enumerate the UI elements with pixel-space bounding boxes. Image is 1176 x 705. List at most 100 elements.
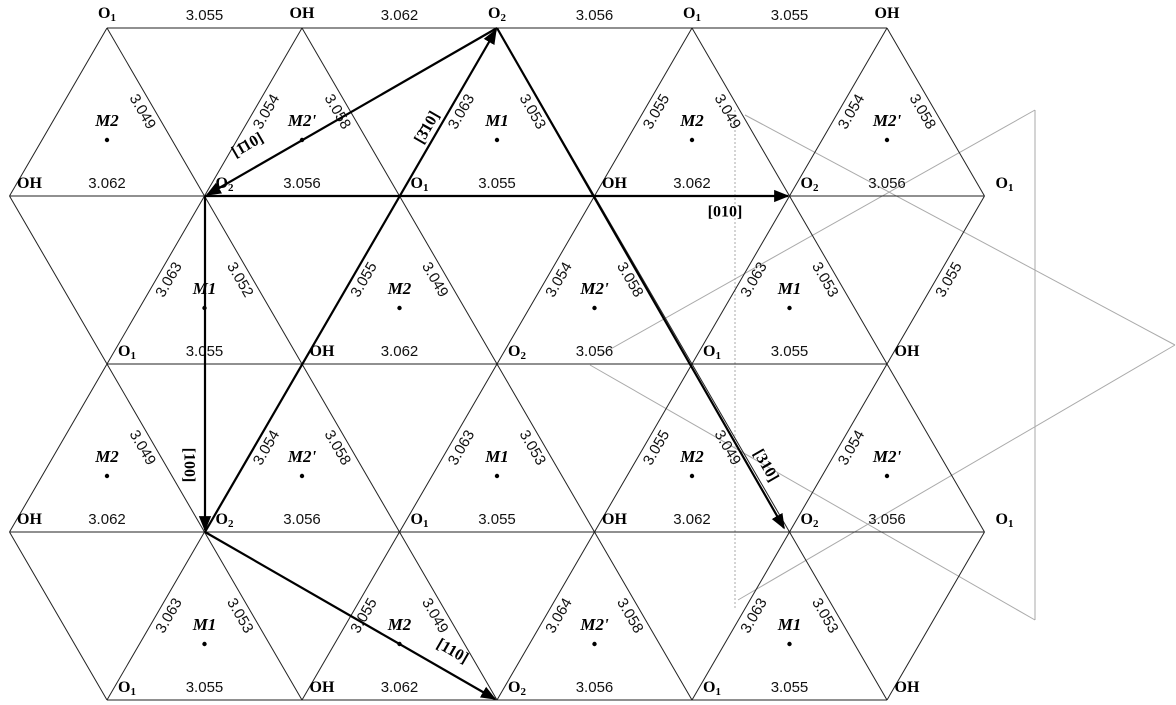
site-label: M2 <box>679 111 704 130</box>
lattice-edge <box>691 363 790 533</box>
vertex-subscript: 2 <box>520 686 526 698</box>
direction-arrow <box>204 28 497 533</box>
site-label: M2' <box>579 279 609 298</box>
vertex-symbol: O <box>703 679 715 696</box>
site-dot <box>884 137 890 143</box>
site-dot <box>787 305 792 311</box>
vertex-symbol: O <box>801 511 813 528</box>
vertex-symbol: O <box>508 679 520 696</box>
edge-length: 3.053 <box>808 595 841 636</box>
edge-length: 3.062 <box>88 511 126 528</box>
lattice-edge <box>789 27 888 197</box>
edge-length: 3.055 <box>771 679 809 696</box>
edge-length: 3.054 <box>542 259 575 300</box>
edge-length: 3.063 <box>737 595 770 636</box>
edge-length: 3.053 <box>808 259 841 300</box>
site-dot <box>592 305 597 311</box>
lattice-edge <box>886 27 985 197</box>
vertex-label: O2 <box>801 511 819 530</box>
vertex-symbol: O <box>683 5 695 22</box>
vertex-subscript: 1 <box>1008 518 1014 530</box>
vertex-symbol: OH <box>17 175 42 192</box>
edge-length: 3.056 <box>868 511 906 528</box>
vertex-label: OH <box>602 511 627 528</box>
vertex-symbol: OH <box>310 343 335 360</box>
site-dot <box>494 137 500 143</box>
edge-length: 3.062 <box>381 7 419 24</box>
edge-length: 3.055 <box>640 91 673 132</box>
outline-line <box>744 114 1176 346</box>
vertex-label: O1 <box>118 679 136 698</box>
vertex-subscript: 1 <box>130 686 136 698</box>
vertex-label: OH <box>895 343 920 360</box>
lattice-edge <box>399 531 498 701</box>
vertex-label: O1 <box>996 175 1014 194</box>
edge-length: 3.058 <box>321 427 354 468</box>
site-label: M1 <box>777 615 802 634</box>
direction-arrow <box>496 27 785 530</box>
vertex-symbol: O <box>216 511 228 528</box>
direction-arrow <box>204 531 497 700</box>
edge-length: 3.058 <box>613 595 646 636</box>
vertex-label: O1 <box>703 679 721 698</box>
vertex-label: OH <box>875 5 900 22</box>
edge-length: 3.049 <box>418 595 451 636</box>
edge-length: 3.062 <box>673 175 711 192</box>
vertex-subscript: 2 <box>228 182 234 194</box>
vertex-symbol: O <box>996 175 1008 192</box>
site-dot <box>494 473 500 479</box>
lattice-edge <box>106 195 205 365</box>
lattice-edge <box>106 363 205 533</box>
site-dot <box>592 641 597 647</box>
vertex-label: O1 <box>118 343 136 362</box>
vertex-subscript: 1 <box>1008 182 1014 194</box>
lattice-edge <box>9 531 108 701</box>
direction-arrow <box>205 27 498 196</box>
vertex-symbol: OH <box>875 5 900 22</box>
lattice-edge <box>594 27 693 197</box>
site-label: M2' <box>872 447 902 466</box>
vertex-label: O2 <box>801 175 819 194</box>
lattice-edge <box>594 531 693 701</box>
site-label: M2' <box>287 447 317 466</box>
vertex-subscript: 1 <box>695 12 701 24</box>
edge-length: 3.063 <box>737 259 770 300</box>
vertex-symbol: O <box>98 5 110 22</box>
direction-label: [010] <box>708 204 743 221</box>
edge-length: 3.056 <box>283 511 321 528</box>
lattice-edge <box>789 363 888 533</box>
vertex-symbol: O <box>118 679 130 696</box>
vertex-subscript: 2 <box>500 12 506 24</box>
lattice-edge <box>691 27 790 197</box>
vertex-subscript: 1 <box>715 350 721 362</box>
vertex-symbol: O <box>411 175 423 192</box>
edge-length: 3.055 <box>771 7 809 24</box>
lattice-edge <box>204 27 303 197</box>
site-label: M1 <box>484 447 509 466</box>
edge-length: 3.055 <box>771 343 809 360</box>
vertex-subscript: 2 <box>813 518 819 530</box>
lattice-edge <box>204 531 303 701</box>
vertex-label: O1 <box>683 5 701 24</box>
vertex-symbol: O <box>488 5 500 22</box>
edge-length: 3.054 <box>250 91 283 132</box>
site-label: M1 <box>777 279 802 298</box>
vertex-subscript: 1 <box>423 518 429 530</box>
vertex-subscript: 2 <box>520 350 526 362</box>
lattice-edge <box>496 531 595 701</box>
vertex-symbol: O <box>801 175 813 192</box>
vertex-label: O1 <box>411 175 429 194</box>
outline-line <box>599 109 1036 356</box>
site-dot <box>299 473 305 479</box>
vertex-symbol: O <box>508 343 520 360</box>
vertex-symbol: OH <box>895 679 920 696</box>
edge-length: 3.055 <box>478 175 516 192</box>
vertex-symbol: O <box>411 511 423 528</box>
vertex-label: OH <box>602 175 627 192</box>
edge-length: 3.062 <box>88 175 126 192</box>
edge-length: 3.058 <box>906 91 939 132</box>
edge-length: 3.055 <box>640 427 673 468</box>
site-label: M2' <box>579 615 609 634</box>
edge-length: 3.062 <box>673 511 711 528</box>
